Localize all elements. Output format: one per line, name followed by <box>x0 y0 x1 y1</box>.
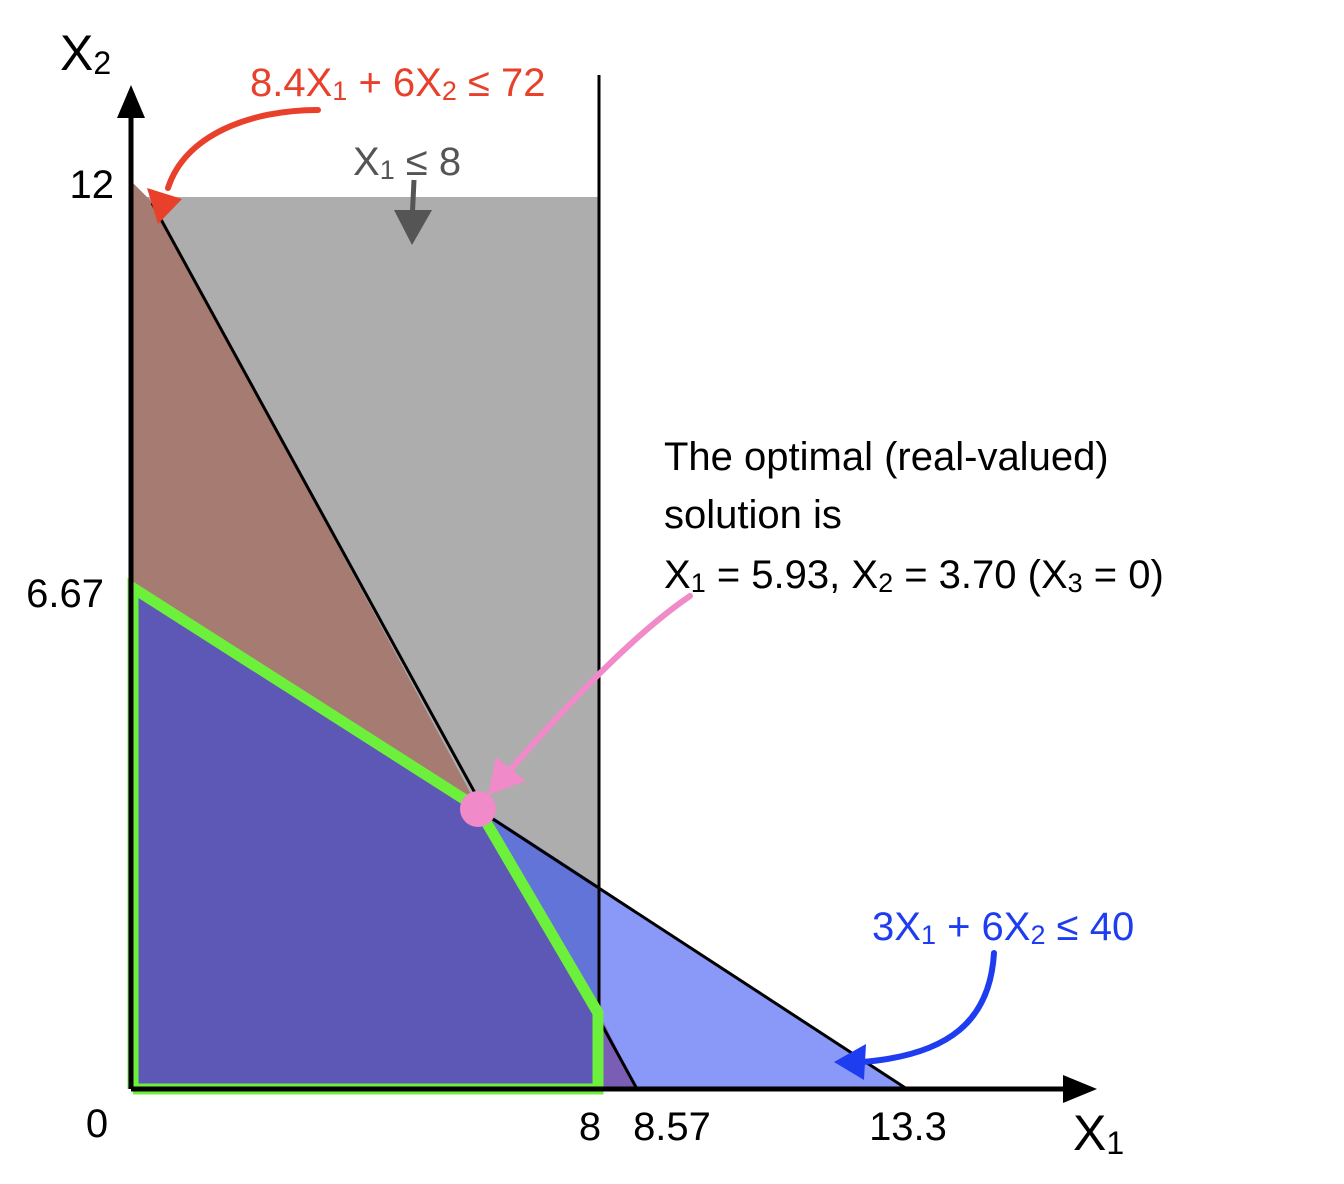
x-axis-label: X1 <box>1073 1105 1124 1161</box>
blue-constraint-label: 3X1 + 6X2 ≤ 40 <box>872 905 1134 950</box>
red-constraint-arrowhead <box>147 188 182 224</box>
x-axis-arrowhead <box>1063 1075 1097 1103</box>
red-constraint-arrow <box>165 107 321 191</box>
x-tick-8-57: 8.57 <box>633 1105 711 1149</box>
annotation-line-1: The optimal (real-valued) <box>664 435 1109 479</box>
purple-region <box>131 583 599 1089</box>
y-tick-12: 12 <box>70 163 115 207</box>
origin-label: 0 <box>86 1102 108 1146</box>
x-tick-8: 8 <box>579 1105 601 1149</box>
y-axis-arrowhead <box>117 85 145 118</box>
annotation-line-2: solution is <box>664 493 842 537</box>
blue-constraint-arrowhead <box>834 1044 866 1080</box>
red-constraint-label: 8.4X1 + 6X2 ≤ 72 <box>250 61 546 106</box>
optimum-point <box>460 791 496 827</box>
optimum-arrowhead <box>488 757 526 795</box>
gray-constraint-arrowhead <box>394 210 432 245</box>
brown-region <box>131 181 478 807</box>
blue-constraint-arrow <box>859 950 997 1065</box>
gray-constraint-label: X1 ≤ 8 <box>353 140 461 185</box>
x-tick-13-3: 13.3 <box>869 1105 947 1149</box>
y-tick-6-67: 6.67 <box>26 572 104 616</box>
y-axis-label: X2 <box>60 25 111 81</box>
optimum-arrow <box>507 593 693 773</box>
annotation-line-3: X1 = 5.93, X2 = 3.70 (X3 = 0) <box>664 553 1164 598</box>
